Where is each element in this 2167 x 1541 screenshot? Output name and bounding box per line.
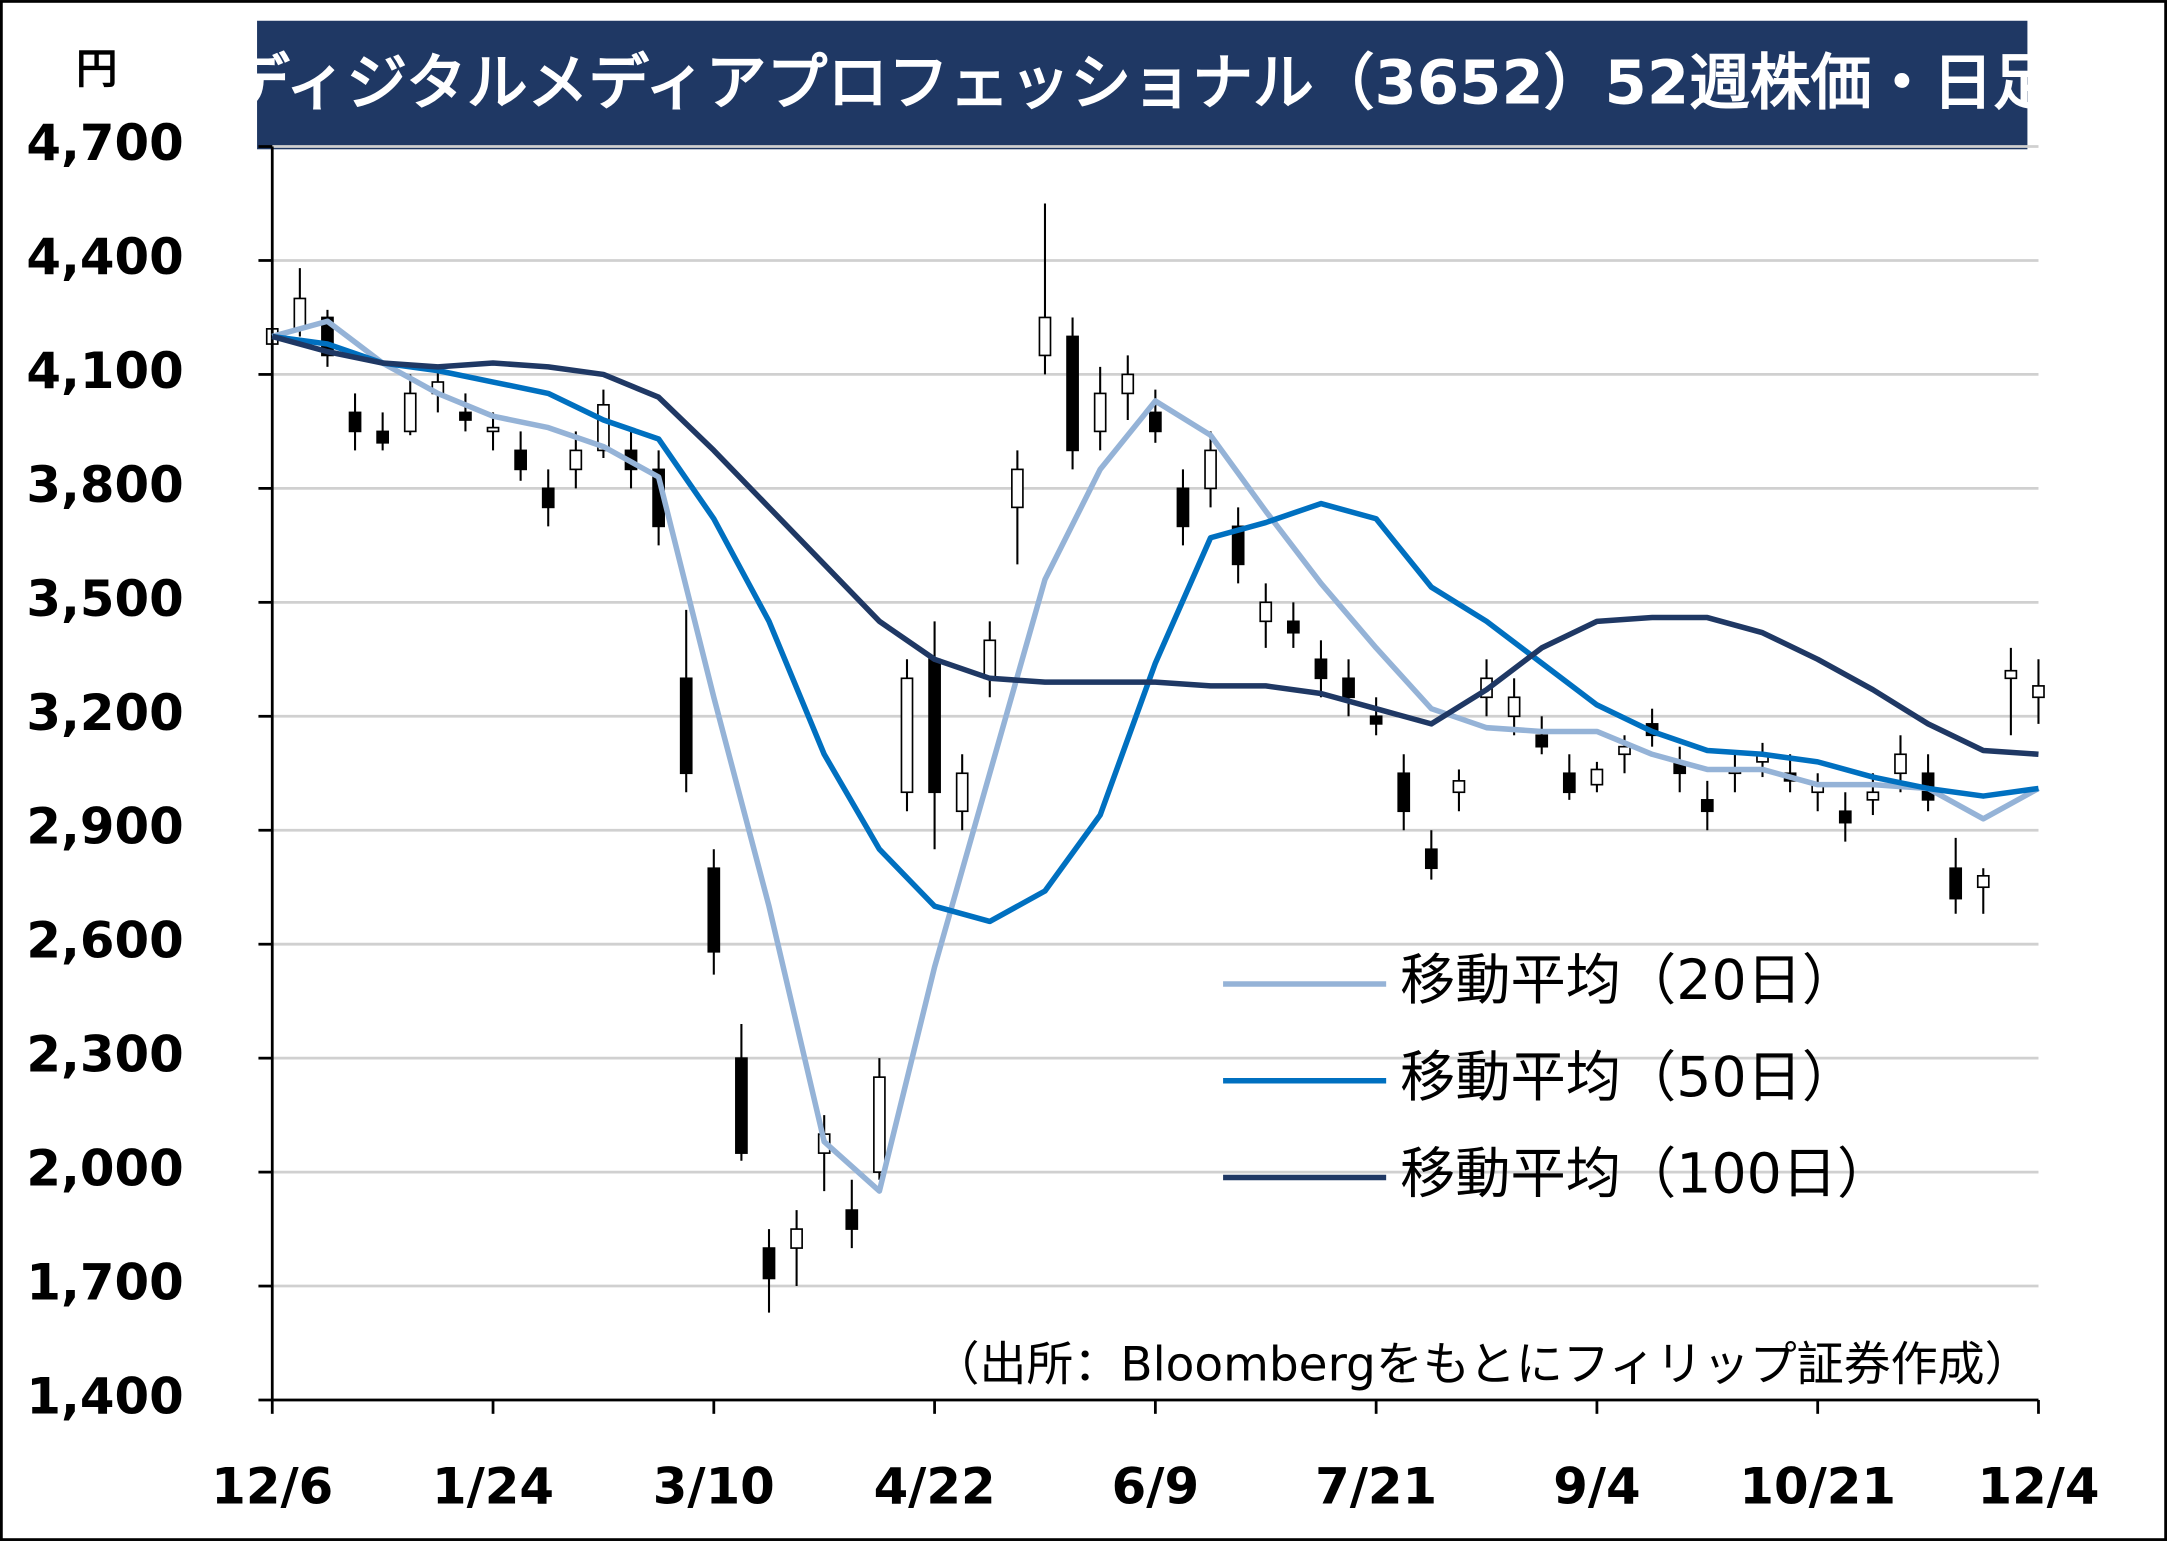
- candle-body: [541, 487, 555, 509]
- candle-body: [486, 426, 500, 433]
- chart-title: ディジタルメディアプロフェッショナル（3652）52週株価・日足: [229, 49, 2054, 119]
- x-tick-label: 12/4: [1977, 1457, 2099, 1515]
- legend-label: 移動平均（20日）: [1400, 949, 1857, 1013]
- x-tick-label: 7/21: [1315, 1457, 1437, 1515]
- y-tick-label: 3,800: [26, 456, 183, 514]
- candle-body: [1976, 874, 1990, 889]
- candle-body: [2032, 685, 2045, 699]
- y-tick-label: 2,300: [26, 1026, 183, 1084]
- x-tick-label: 1/24: [432, 1457, 554, 1515]
- candle-body: [597, 403, 610, 452]
- candle-body: [1452, 780, 1466, 794]
- candle-body: [459, 411, 472, 421]
- y-tick-label: 1,400: [26, 1368, 183, 1426]
- candle-body: [1093, 392, 1107, 433]
- candle-body: [348, 411, 362, 433]
- candle-body: [1618, 745, 1631, 756]
- candle-body: [1838, 810, 1852, 824]
- x-tick-label: 10/21: [1739, 1457, 1896, 1515]
- candle-body: [1342, 677, 1355, 699]
- candle-body: [1894, 753, 1907, 775]
- candle-body: [900, 677, 914, 794]
- x-tick-label: 12/6: [211, 1457, 333, 1515]
- ma-line: [271, 318, 2040, 1194]
- y-tick-label: 3,500: [26, 570, 183, 628]
- candle-body: [1121, 373, 1135, 395]
- y-tick-label: 4,400: [26, 228, 183, 286]
- candle-body: [1204, 449, 1217, 490]
- candle-body: [1259, 601, 1273, 623]
- candle-body: [707, 867, 721, 953]
- candle-body: [403, 392, 417, 433]
- candle-body: [1149, 411, 1162, 433]
- legend-label: 移動平均（100日）: [1400, 1143, 1892, 1207]
- candle-body: [1176, 487, 1190, 528]
- y-unit: 円: [76, 45, 117, 93]
- candle-body: [1397, 772, 1411, 813]
- candle-body: [569, 449, 583, 471]
- candle-body: [321, 316, 334, 357]
- x-tick-label: 6/9: [1112, 1457, 1199, 1515]
- candle-body: [1949, 867, 1963, 900]
- candle-body: [1424, 848, 1438, 870]
- y-tick-label: 4,700: [26, 114, 183, 172]
- candle-body: [955, 772, 969, 813]
- y-tick-label: 3,200: [26, 684, 183, 742]
- ma-line: [271, 333, 2039, 925]
- title-box: [257, 20, 2028, 150]
- y-tick-label: 4,100: [26, 342, 183, 400]
- grid: [272, 145, 2039, 1402]
- y-tick-label: 1,700: [26, 1254, 183, 1312]
- legend-label: 移動平均（50日）: [1400, 1046, 1857, 1110]
- candle-body: [679, 677, 693, 775]
- candle-body: [1535, 734, 1549, 748]
- candle-body: [1066, 335, 1079, 452]
- source: （出所：Bloombergをもとにフィリップ証券作成）: [932, 1338, 2031, 1393]
- candle-body: [1286, 620, 1300, 634]
- y-tick-label: 2,600: [26, 912, 183, 970]
- candle-body: [1038, 316, 1052, 357]
- x-tick-label: 3/10: [653, 1457, 775, 1515]
- candle-body: [983, 639, 997, 680]
- candle-body: [1231, 525, 1245, 566]
- candle-body: [873, 1076, 886, 1173]
- candle-body: [845, 1209, 859, 1230]
- candle-body: [1700, 799, 1714, 813]
- candle-body: [1011, 468, 1024, 509]
- y-tick-label: 2,900: [26, 798, 183, 856]
- x-tick-label: 4/22: [874, 1457, 996, 1515]
- y-tick-label: 2,000: [26, 1140, 183, 1198]
- candle-body: [762, 1247, 776, 1280]
- candle-body: [1369, 715, 1383, 725]
- candle-body: [790, 1228, 803, 1249]
- candle-body: [1507, 696, 1521, 718]
- candle-body: [1866, 791, 1880, 801]
- x-tick-label: 9/4: [1553, 1457, 1640, 1515]
- candle-body: [514, 449, 527, 471]
- candle-body: [735, 1057, 748, 1154]
- candle-body: [1590, 768, 1604, 786]
- candle-body: [2004, 669, 2018, 680]
- ma-line: [271, 333, 2039, 758]
- candle-body: [376, 430, 390, 444]
- candle-body: [1314, 658, 1328, 680]
- candle-body: [928, 658, 941, 794]
- candle-body: [1562, 772, 1576, 794]
- candle-body: [293, 297, 307, 330]
